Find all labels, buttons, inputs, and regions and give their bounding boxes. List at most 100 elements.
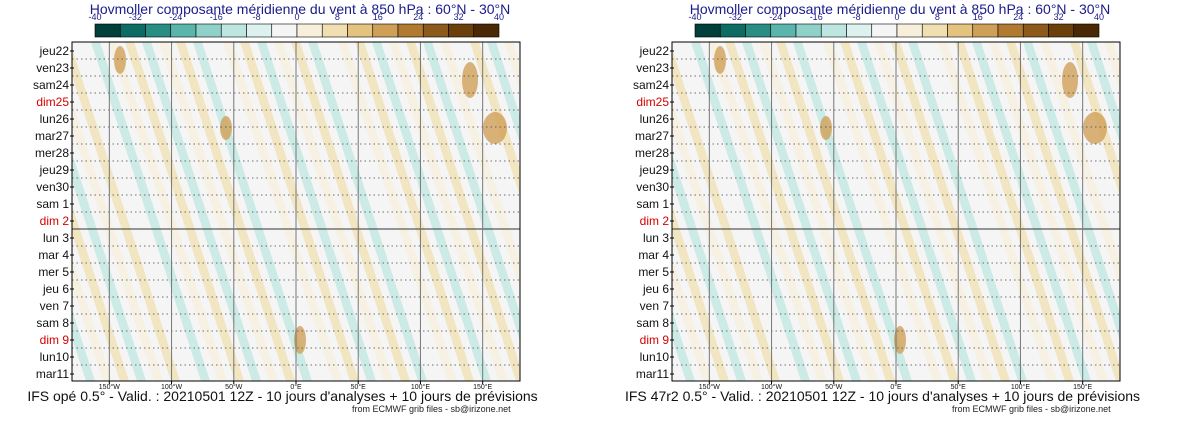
anomaly-streak: [1121, 42, 1200, 381]
anomaly-core: [1083, 112, 1107, 144]
colorbar-segment: [119, 23, 146, 38]
y-tick-label: jeu22: [39, 44, 70, 58]
y-tick-label: dim 9: [40, 333, 70, 347]
anomaly-streak: [487, 42, 520, 144]
y-tick-label: sam 1: [636, 197, 669, 211]
colorbar-segment: [795, 23, 822, 38]
y-tick-label: jeu 6: [42, 282, 69, 296]
y-tick-label: mar 4: [638, 248, 669, 262]
y-tick-label: jeu29: [639, 163, 670, 177]
colorbar-tick-label: 40: [1094, 12, 1104, 22]
x-tick-label: 100°E: [411, 383, 430, 391]
anomaly-streak: [159, 42, 278, 381]
colorbar-segment: [94, 23, 121, 38]
colorbar-segment: [921, 23, 948, 38]
colorbar-segment: [896, 23, 923, 38]
y-tick-label: lun10: [640, 350, 670, 364]
y-tick-label: dim25: [36, 95, 69, 109]
anomaly-streak: [955, 42, 1074, 381]
y-tick-label: ven30: [636, 180, 669, 194]
colorbar-segment: [972, 23, 999, 38]
y-tick-label: ven30: [36, 180, 69, 194]
anomaly-streak: [691, 42, 810, 381]
y-tick-label: mer28: [35, 146, 69, 160]
y-tick-label: mar27: [35, 129, 69, 143]
x-tick-label: 100°W: [761, 383, 782, 391]
y-tick-label: lun10: [40, 350, 70, 364]
anomaly-streak: [257, 42, 376, 381]
colorbar-tick-label: -40: [88, 12, 101, 22]
y-tick-label: ven23: [636, 61, 669, 75]
y-tick-label: jeu22: [639, 44, 670, 58]
y-tick-label: lun26: [40, 112, 70, 126]
y-tick-label: sam 1: [36, 197, 69, 211]
colorbar-tick-label: -24: [169, 12, 182, 22]
anomaly-streak: [840, 42, 959, 381]
colorbar-segment: [220, 23, 247, 38]
colorbar-segment: [170, 23, 197, 38]
colorbar-segment: [846, 23, 873, 38]
x-tick-label: 0°E: [290, 383, 302, 391]
anomaly-core: [462, 62, 478, 98]
colorbar-tick-label: 24: [1013, 12, 1023, 22]
anomaly-streak: [521, 42, 600, 381]
anomaly-streak: [72, 152, 146, 381]
y-tick-label: dim 9: [640, 333, 670, 347]
colorbar-tick-label: 32: [454, 12, 464, 22]
anomaly-streak: [72, 257, 112, 381]
anomaly-streak: [108, 42, 227, 381]
anomaly-streak: [672, 257, 712, 381]
y-tick-label: jeu29: [39, 163, 70, 177]
colorbar-tick-label: -8: [853, 12, 861, 22]
hovmoller-chart: -40 -32 -24 -16 -8 0 8 16 24 32 40 jeu22 ven23 sam24 d…: [0, 12, 600, 391]
colorbar-segment: [246, 23, 273, 38]
x-tick-label: 100°E: [1011, 383, 1030, 391]
anomaly-streak: [759, 42, 878, 381]
colorbar-segment: [347, 23, 374, 38]
colorbar-tick-label: -16: [210, 12, 223, 22]
anomaly-streak: [504, 42, 520, 92]
x-tick-label: 150°E: [1073, 383, 1092, 391]
anomaly-core: [114, 46, 126, 74]
anomaly-streak: [938, 42, 1057, 381]
colorbar-segment: [397, 23, 424, 38]
anomaly-streak: [874, 42, 993, 381]
y-tick-label: lun26: [640, 112, 670, 126]
colorbar-tick-label: 24: [413, 12, 423, 22]
colorbar-segment: [770, 23, 797, 38]
colorbar-tick-label: -24: [769, 12, 782, 22]
anomaly-streak: [725, 42, 844, 381]
y-tick-label: sam 8: [36, 316, 69, 330]
panel-left: Hovmoller composante méridienne du vent …: [0, 1, 600, 414]
colorbar-segment: [745, 23, 772, 38]
colorbar-segment: [997, 23, 1024, 38]
anomaly-core: [1062, 62, 1078, 98]
chart-title: Hovmoller composante méridienne du vent …: [89, 1, 511, 17]
anomaly-streak: [72, 48, 180, 381]
y-tick-label: mer 5: [38, 265, 69, 279]
colorbar-segment: [296, 23, 323, 38]
anomaly-streak: [1040, 42, 1120, 289]
anomaly-streak: [672, 152, 746, 381]
colorbar-segment: [422, 23, 449, 38]
y-tick-label: mer 5: [638, 265, 669, 279]
anomaly-streak: [72, 205, 129, 381]
x-tick-label: 50°E: [951, 383, 967, 391]
anomaly-streak: [406, 42, 520, 381]
x-tick-label: 150°W: [99, 383, 120, 391]
y-tick-label: lun 3: [643, 231, 669, 245]
anomaly-streak: [538, 42, 600, 381]
anomaly-streak: [274, 42, 393, 381]
colorbar-segment: [694, 23, 721, 38]
anomaly-streak: [0, 42, 65, 381]
colorbar-segment: [473, 23, 500, 38]
colorbar-tick-label: 8: [335, 12, 340, 22]
anomaly-streak: [672, 310, 695, 381]
colorbar-segment: [1073, 23, 1100, 38]
y-tick-label: jeu 6: [642, 282, 669, 296]
chart-caption: IFS opé 0.5° - Valid. : 20210501 12Z - 1…: [27, 388, 538, 404]
colorbar-tick-label: 32: [1054, 12, 1064, 22]
anomaly-streak: [1087, 42, 1120, 144]
y-tick-label: ven 7: [40, 299, 70, 313]
colorbar-segment: [820, 23, 847, 38]
